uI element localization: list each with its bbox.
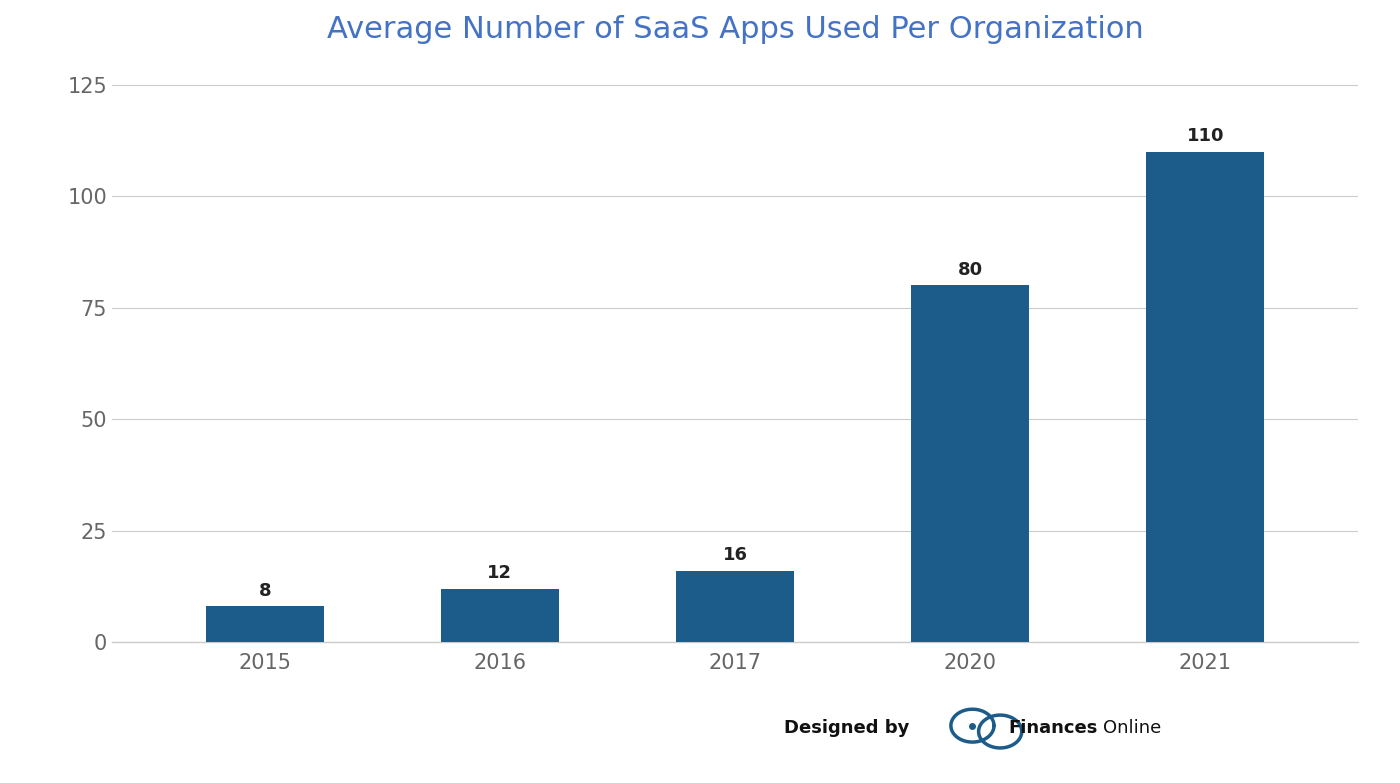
Title: Average Number of SaaS Apps Used Per Organization: Average Number of SaaS Apps Used Per Org… — [326, 15, 1144, 44]
Bar — [911, 286, 1029, 642]
Text: Online: Online — [1103, 720, 1162, 737]
Text: 110: 110 — [1186, 127, 1224, 145]
Text: 8: 8 — [259, 582, 272, 600]
Bar — [1147, 152, 1264, 642]
Text: Finances: Finances — [1008, 720, 1098, 737]
Bar — [441, 589, 559, 642]
Bar — [676, 571, 794, 642]
Bar — [206, 606, 323, 642]
Text: Designed by: Designed by — [784, 720, 910, 737]
Text: 12: 12 — [487, 564, 512, 582]
Text: 16: 16 — [722, 546, 748, 564]
Text: 80: 80 — [958, 261, 983, 279]
